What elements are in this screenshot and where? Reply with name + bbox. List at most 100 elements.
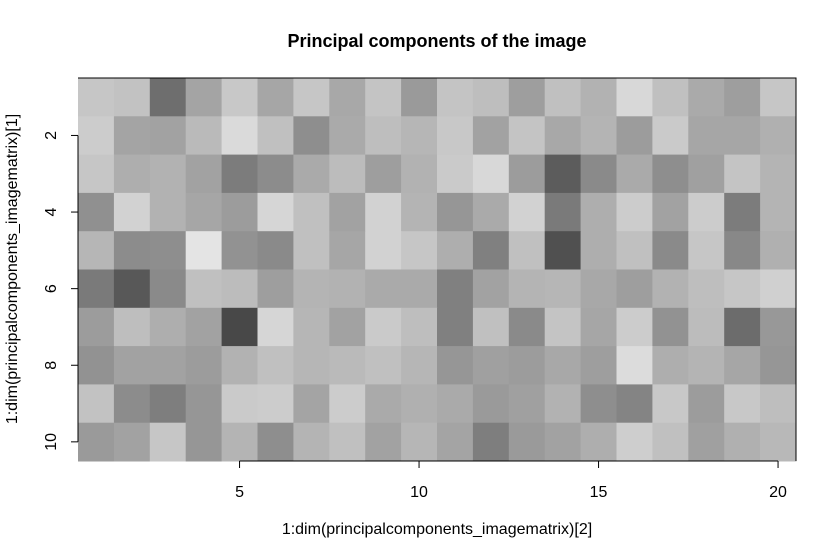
heatmap-cell: [185, 422, 223, 462]
heatmap-cell: [293, 78, 330, 117]
x-tick-label: 10: [410, 484, 428, 501]
heatmap-cell: [329, 116, 366, 156]
heatmap-cell: [185, 384, 223, 424]
heatmap-cell: [580, 269, 617, 309]
heatmap-cell: [652, 231, 689, 270]
heatmap-cell: [688, 307, 725, 347]
heatmap-cell: [113, 154, 151, 194]
heatmap-cell: [257, 154, 294, 194]
heatmap-cell: [508, 422, 546, 462]
heatmap-cell: [652, 384, 689, 424]
heatmap-cell: [544, 346, 582, 385]
chart-title: Principal components of the image: [287, 31, 586, 51]
heatmap-cell: [688, 384, 725, 424]
heatmap-cell: [544, 78, 582, 117]
heatmap-cell: [688, 269, 725, 309]
heatmap-cell: [113, 78, 151, 117]
x-tick-label: 20: [769, 484, 787, 501]
heatmap-cell: [472, 192, 510, 232]
heatmap-cell: [257, 384, 294, 424]
heatmap-cell: [78, 192, 115, 232]
heatmap-cell: [221, 154, 258, 194]
y-tick-label: 4: [43, 208, 60, 217]
heatmap-cell: [508, 231, 546, 270]
heatmap-cell: [365, 116, 402, 156]
heatmap-cell: [437, 346, 474, 385]
heatmap-cell: [437, 422, 474, 462]
heatmap-cell: [580, 422, 617, 462]
heatmap-cell: [401, 116, 438, 156]
heatmap-cell: [544, 269, 582, 309]
heatmap-cell: [113, 116, 151, 156]
heatmap-cell: [185, 192, 223, 232]
heatmap-cell: [293, 307, 330, 347]
heatmap-cell: [652, 422, 689, 462]
heatmap-cell: [760, 422, 797, 462]
heatmap-cell: [401, 78, 438, 117]
heatmap-cell: [437, 269, 474, 309]
heatmap-cell: [78, 346, 115, 385]
heatmap-cell: [580, 346, 617, 385]
heatmap-cell: [472, 422, 510, 462]
heatmap-cell: [365, 154, 402, 194]
heatmap-cell: [688, 116, 725, 156]
heatmap-cell: [508, 116, 546, 156]
heatmap-cell: [257, 192, 294, 232]
heatmap-cell: [365, 78, 402, 117]
heatmap-cell: [760, 231, 797, 270]
heatmap-cell: [329, 78, 366, 117]
heatmap-cell: [616, 269, 653, 309]
heatmap-cell: [78, 116, 115, 156]
heatmap-cell: [113, 307, 151, 347]
heatmap-cell: [293, 269, 330, 309]
heatmap-cell: [760, 384, 797, 424]
x-tick-label: 5: [235, 484, 244, 501]
heatmap-cell: [724, 384, 761, 424]
heatmap-cell: [760, 307, 797, 347]
heatmap-cell: [78, 307, 115, 347]
heatmap-cell: [329, 192, 366, 232]
heatmap-cell: [437, 192, 474, 232]
heatmap-cell: [329, 422, 366, 462]
heatmap-cell: [185, 116, 223, 156]
heatmap-cell: [472, 78, 510, 117]
heatmap-cell: [688, 192, 725, 232]
heatmap-cell: [437, 78, 474, 117]
heatmap-cell: [724, 307, 761, 347]
heatmap-cell: [616, 231, 653, 270]
heatmap-cell: [257, 78, 294, 117]
x-axis-label: 1:dim(principalcomponents_imagematrix)[2…: [282, 521, 592, 538]
heatmap-cell: [329, 269, 366, 309]
heatmap-cell: [293, 154, 330, 194]
heatmap-cell: [329, 307, 366, 347]
heatmap-cell: [149, 154, 187, 194]
heatmap-cell: [257, 346, 294, 385]
heatmap-cell: [508, 346, 546, 385]
heatmap-cell: [401, 422, 438, 462]
heatmap-cell: [652, 192, 689, 232]
heatmap-cell: [760, 116, 797, 156]
heatmap-cell: [221, 422, 258, 462]
heatmap-cell: [149, 78, 187, 117]
heatmap-cell: [78, 78, 115, 117]
heatmap-cell: [616, 154, 653, 194]
heatmap-cell: [149, 307, 187, 347]
heatmap-cell: [472, 269, 510, 309]
heatmap-cells: [78, 78, 797, 462]
heatmap-cell: [293, 346, 330, 385]
heatmap-cell: [365, 422, 402, 462]
heatmap-cell: [401, 192, 438, 232]
heatmap-cell: [221, 116, 258, 156]
heatmap-cell: [113, 269, 151, 309]
heatmap-cell: [580, 154, 617, 194]
heatmap-cell: [724, 154, 761, 194]
heatmap-cell: [652, 346, 689, 385]
heatmap-cell: [472, 116, 510, 156]
heatmap-cell: [221, 269, 258, 309]
heatmap-cell: [78, 384, 115, 424]
heatmap-cell: [401, 231, 438, 270]
heatmap-cell: [437, 307, 474, 347]
heatmap-cell: [616, 192, 653, 232]
heatmap-cell: [365, 192, 402, 232]
heatmap-cell: [616, 384, 653, 424]
